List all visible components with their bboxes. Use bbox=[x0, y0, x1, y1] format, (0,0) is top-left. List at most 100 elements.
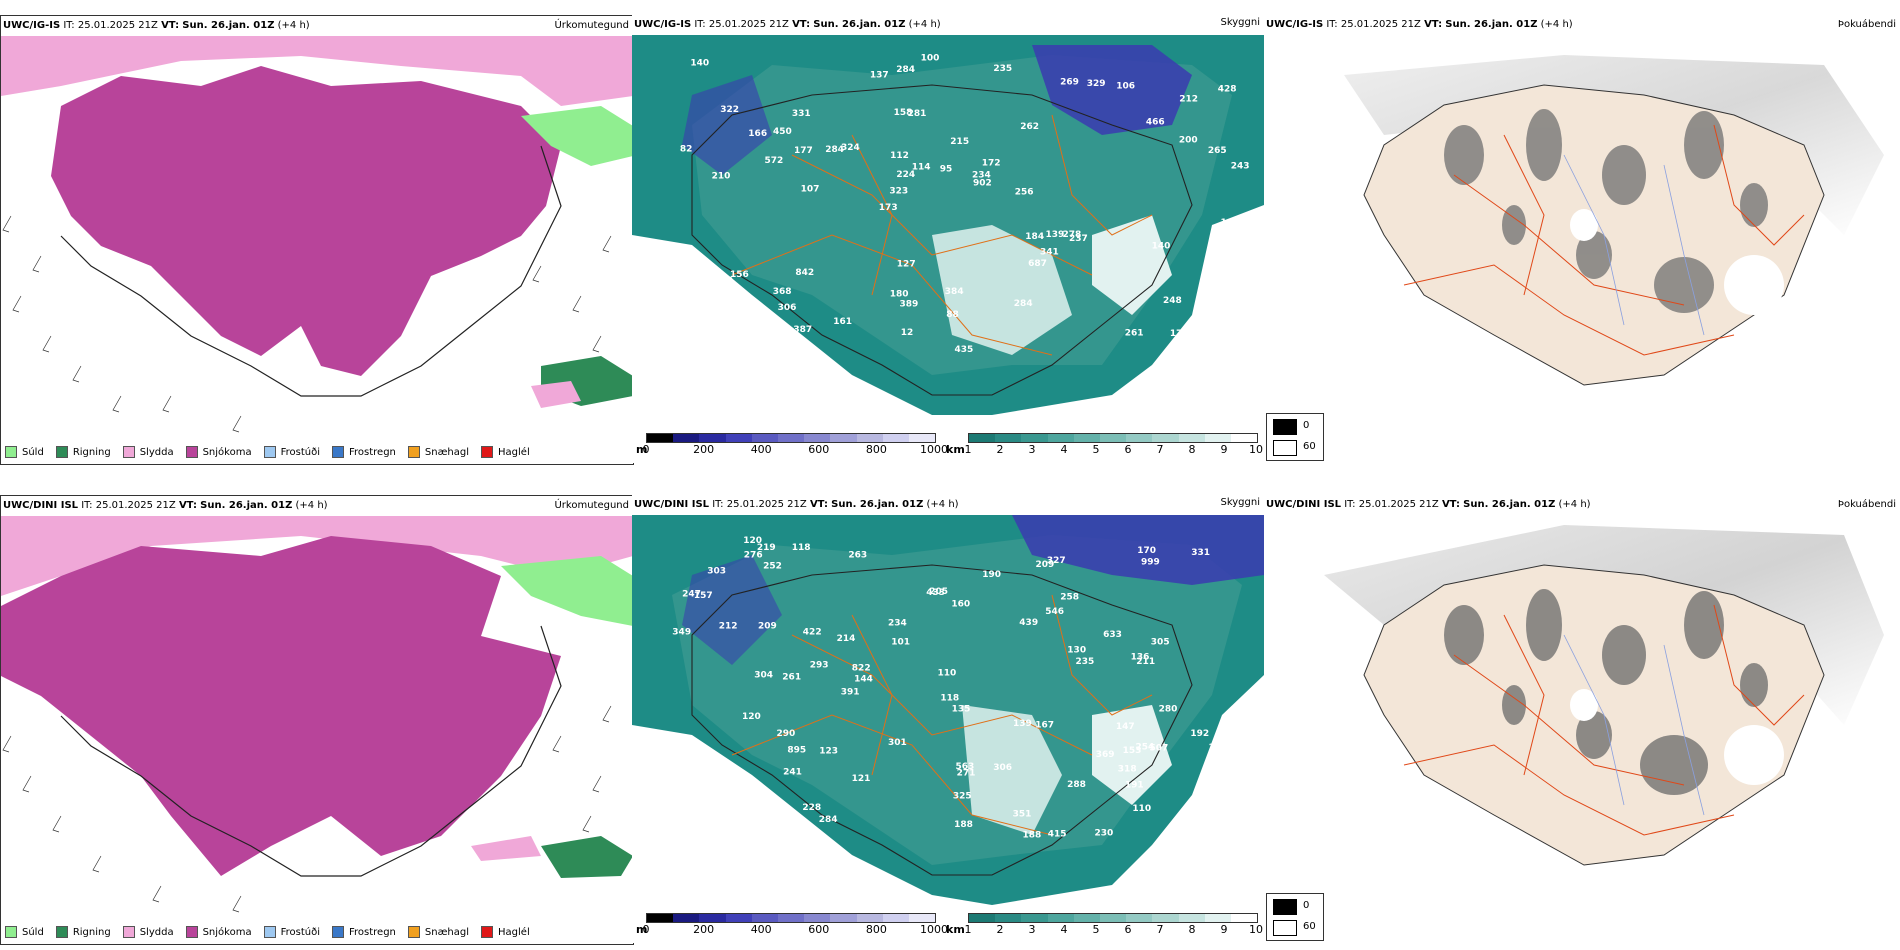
colorbar-step bbox=[1230, 434, 1258, 442]
it-label: IT: bbox=[1344, 499, 1356, 510]
fog-legend-white bbox=[1273, 440, 1297, 456]
fog-map-svg bbox=[1264, 35, 1900, 425]
precip-map-svg bbox=[1, 516, 633, 916]
colorbar-step bbox=[673, 434, 700, 442]
ceiling-value-label: 184 bbox=[1025, 232, 1044, 242]
precip-panel-label: Úrkomutegund bbox=[554, 500, 629, 511]
ceiling-value-label: 173 bbox=[879, 203, 898, 213]
colorbar-tick: 400 bbox=[750, 923, 772, 936]
ceiling-value-label: 563 bbox=[956, 762, 975, 772]
ceiling-value-label: 188 bbox=[1023, 830, 1042, 840]
ceiling-value-label: 415 bbox=[1048, 829, 1067, 839]
ceiling-value-label: 422 bbox=[803, 628, 822, 638]
colorbar-tick: 600 bbox=[808, 923, 830, 936]
ceiling-panel-2: UWC/DINI ISL IT: 25.01.2025 21Z VT: Sun.… bbox=[632, 495, 1264, 943]
colorbar-step bbox=[908, 434, 936, 442]
visibility-unit: km bbox=[946, 443, 965, 456]
colorbar-step bbox=[1021, 434, 1048, 442]
ceiling-panel-label: Skyggni bbox=[1220, 497, 1260, 508]
legend-swatch bbox=[185, 926, 198, 938]
ceiling-value-label: 237 bbox=[1069, 234, 1088, 244]
ceiling-value-label: 170 bbox=[1137, 546, 1156, 556]
it-value: 25.01.2025 21Z bbox=[95, 500, 176, 511]
ceiling-value-label: 209 bbox=[758, 621, 777, 631]
ceiling-value-label: 902 bbox=[973, 179, 992, 189]
ceiling-value-label: 322 bbox=[720, 105, 739, 115]
ceiling-value-label: 284 bbox=[819, 815, 838, 825]
colorbar-step bbox=[856, 914, 883, 922]
colorbar-step bbox=[777, 914, 805, 922]
it-label: IT: bbox=[1326, 19, 1338, 30]
ceiling-value-label: 276 bbox=[744, 551, 763, 561]
ceiling-map-svg: 192 230 271 251 563 214 263 258 188 211 167 999 349 1… bbox=[632, 515, 1264, 915]
legend-item: Súld bbox=[5, 926, 44, 938]
lead-time: (+4 h) bbox=[295, 500, 328, 511]
colorbar-step bbox=[804, 914, 831, 922]
it-label: IT: bbox=[81, 500, 93, 511]
ceiling-value-label: 243 bbox=[1231, 162, 1250, 172]
ceiling-value-label: 369 bbox=[1096, 750, 1115, 760]
visibility-unit: km bbox=[946, 923, 965, 936]
ceiling-value-label: 254 bbox=[1136, 742, 1155, 752]
vt-label: VT: bbox=[792, 19, 811, 30]
ceiling-value-label: 209 bbox=[1036, 560, 1055, 570]
ceiling-value-label: 281 bbox=[908, 109, 927, 119]
legend-label: Snæhagl bbox=[424, 926, 470, 938]
legend-item: Slydda bbox=[122, 446, 174, 458]
vt-label: VT: bbox=[1441, 499, 1460, 510]
model-name: UWC/IG-IS bbox=[3, 20, 61, 31]
ceiling-value-label: 211 bbox=[1136, 657, 1155, 667]
legend-swatch bbox=[407, 926, 420, 938]
ceiling-value-label: 224 bbox=[896, 170, 915, 180]
fog-map bbox=[1264, 35, 1900, 425]
legend-label: Frostregn bbox=[349, 446, 396, 458]
colorbar-step bbox=[1230, 914, 1258, 922]
ceiling-value-label: 349 bbox=[714, 276, 733, 286]
ceiling-value-label: 331 bbox=[1191, 548, 1210, 558]
colorbar-step bbox=[830, 434, 857, 442]
colorbar-tick: 7 bbox=[1156, 923, 1164, 936]
ceiling-value-label: 142 bbox=[1221, 218, 1240, 228]
ceiling-value-label: 507 bbox=[1150, 743, 1169, 753]
ceiling-panel-1: UWC/IG-IS IT: 25.01.2025 21Z VT: Sun. 26… bbox=[632, 15, 1264, 463]
it-label: IT: bbox=[63, 20, 75, 31]
vt-value: Sun. 26.jan. 01Z bbox=[200, 500, 293, 511]
colorbar-step bbox=[856, 434, 883, 442]
fog-legend-label-60: 60 bbox=[1303, 441, 1316, 452]
panel-title: UWC/DINI ISL IT: 25.01.2025 21Z VT: Sun.… bbox=[634, 499, 959, 510]
colorbar-tick: 7 bbox=[1156, 443, 1164, 456]
colorbar-tick: 10 bbox=[1249, 923, 1263, 936]
precip-panel-1: UWC/IG-IS IT: 25.01.2025 21Z VT: Sun. 26… bbox=[0, 15, 634, 465]
ceiling-value-label: 999 bbox=[1141, 557, 1160, 567]
ceiling-value-label: 189 bbox=[1209, 265, 1228, 275]
model-name: UWC/DINI ISL bbox=[634, 499, 710, 510]
colorbar-tick: 5 bbox=[1092, 923, 1100, 936]
ceiling-value-label: 171 bbox=[1170, 329, 1189, 339]
ceiling-value-label: 215 bbox=[950, 137, 969, 147]
ceiling-value-label: 391 bbox=[841, 688, 860, 698]
legend-swatch bbox=[122, 926, 135, 938]
fog-legend-label-0: 0 bbox=[1303, 420, 1310, 431]
ceiling-value-label: 114 bbox=[912, 162, 931, 172]
fog-legend-black bbox=[1273, 899, 1297, 915]
ceiling-value-label: 252 bbox=[763, 562, 782, 572]
ceiling-value-label: 118 bbox=[792, 543, 811, 553]
legend-item: Frostregn bbox=[332, 446, 396, 458]
lead-time: (+4 h) bbox=[1558, 499, 1591, 510]
ceiling-value-label: 139 bbox=[1046, 230, 1065, 240]
legend-label: Snjókoma bbox=[202, 446, 252, 458]
ceiling-panel-label: Skyggni bbox=[1220, 17, 1260, 28]
ceiling-value-label: 271 bbox=[957, 768, 976, 778]
ceiling-value-label: 247 bbox=[682, 590, 701, 600]
ceiling-value-label: 230 bbox=[1095, 829, 1114, 839]
ceiling-value-label: 112 bbox=[890, 151, 909, 161]
ceiling-value-label: 120 bbox=[743, 536, 762, 546]
ceiling-value-label: 318 bbox=[1118, 765, 1137, 775]
colorbar-step bbox=[1047, 914, 1074, 922]
colorbar-tick: 9 bbox=[1220, 923, 1228, 936]
colorbar-step bbox=[647, 914, 674, 922]
vt-label: VT: bbox=[1424, 19, 1443, 30]
fog-panel-1: UWC/IG-IS IT: 25.01.2025 21Z VT: Sun. 26… bbox=[1264, 15, 1900, 463]
vt-value: Sun. 26.jan. 01Z bbox=[831, 499, 924, 510]
legend-item: Haglél bbox=[481, 446, 530, 458]
